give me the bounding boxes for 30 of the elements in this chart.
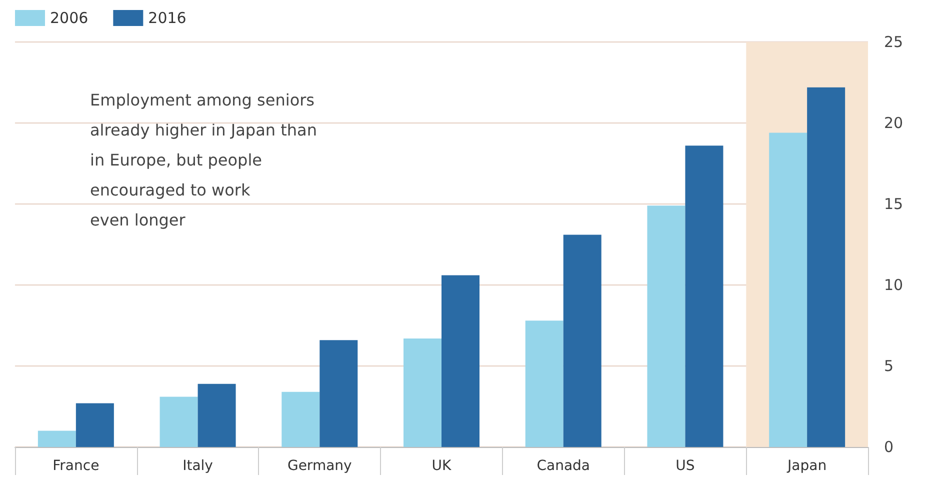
y-tick-label: 10 xyxy=(884,276,904,294)
y-tick-label: 25 xyxy=(884,33,904,51)
legend-label: 2016 xyxy=(148,9,186,27)
x-tick-label: US xyxy=(676,458,695,474)
bar xyxy=(160,396,198,447)
bar xyxy=(525,320,564,447)
y-tick-label: 5 xyxy=(884,357,894,375)
y-tick-label: 15 xyxy=(884,195,904,213)
bar xyxy=(442,275,480,447)
x-tick-label: Canada xyxy=(536,458,590,474)
bar xyxy=(807,87,846,447)
x-tick-label: UK xyxy=(432,458,452,474)
x-tick-label: France xyxy=(52,458,100,474)
bar xyxy=(282,392,320,447)
bar xyxy=(685,146,724,447)
bar xyxy=(320,340,358,447)
bar xyxy=(769,132,808,447)
annotation: Employment among seniors already higher in Japan than in Europe, but people encouraged to work even longer xyxy=(90,90,317,230)
bar xyxy=(647,206,686,447)
legend-label: 2006 xyxy=(50,9,88,27)
bar xyxy=(76,403,114,447)
bar xyxy=(198,384,236,447)
bar xyxy=(404,338,442,447)
x-tick-label: Italy xyxy=(182,458,213,474)
y-tick-label: 0 xyxy=(884,438,894,456)
y-tick-label: 20 xyxy=(884,114,904,132)
x-tick-label: Japan xyxy=(786,458,827,474)
x-tick-label: Germany xyxy=(287,458,352,474)
bar xyxy=(38,430,76,447)
bar xyxy=(563,234,602,447)
